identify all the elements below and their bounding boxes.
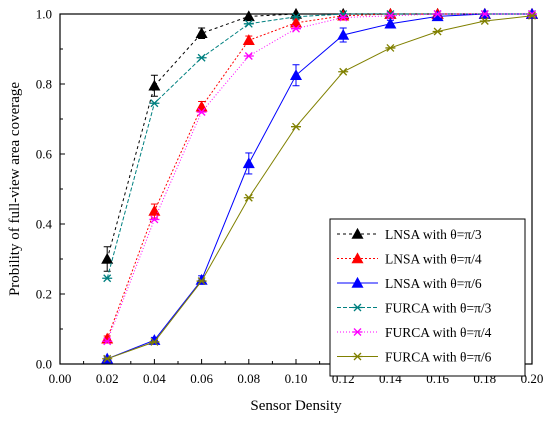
data-point (102, 337, 113, 346)
data-point (102, 274, 113, 283)
x-tick-label: 0.10 (285, 371, 308, 386)
series-line (106, 13, 532, 342)
data-point (289, 16, 303, 28)
legend-label: FURCA with θ=π/4 (385, 325, 492, 340)
x-tick-label: 0.02 (96, 371, 119, 386)
data-point (291, 12, 301, 21)
data-point (149, 99, 160, 108)
y-tick-label: 0.4 (36, 217, 53, 232)
data-point (148, 79, 161, 91)
x-tick-label: 0.00 (49, 371, 72, 386)
data-point (432, 10, 443, 18)
series-layer (101, 7, 539, 364)
data-point (352, 328, 363, 336)
legend-label: FURCA with θ=π/3 (385, 301, 492, 316)
data-point (243, 193, 254, 202)
data-point (243, 19, 254, 28)
legend-entry: FURCA with θ=π/6 (337, 350, 492, 365)
legend-label: LNSA with θ=π/3 (385, 227, 482, 242)
series-line (106, 13, 532, 279)
data-point (352, 352, 363, 361)
y-tick-label: 0.0 (36, 357, 52, 372)
data-point (101, 252, 114, 264)
data-point (384, 17, 397, 29)
data-point (102, 354, 113, 363)
y-tick-label: 0.8 (36, 77, 52, 92)
y-tick-label: 0.2 (36, 287, 52, 302)
legend-entry: LNSA with θ=π/6 (337, 276, 482, 291)
data-point (196, 277, 207, 286)
data-point (242, 34, 255, 45)
data-point (242, 10, 255, 22)
data-point (479, 17, 490, 25)
legend-box (329, 218, 526, 377)
data-point (291, 24, 301, 33)
data-point (149, 337, 160, 346)
legend-label: LNSA with θ=π/6 (385, 276, 482, 291)
series-line (107, 13, 532, 360)
x-tick-label: 0.20 (521, 371, 544, 386)
data-point (351, 227, 364, 239)
x-axis-title: Sensor Density (250, 398, 342, 414)
legend-entry: LNSA with θ=π/3 (337, 227, 482, 242)
data-point (149, 215, 160, 224)
y-axis: 0.0 0.2 0.4 0.6 0.8 1.0 (36, 7, 65, 372)
data-point (291, 122, 301, 131)
data-point (242, 157, 255, 169)
data-point (148, 204, 161, 216)
data-point (479, 10, 490, 18)
data-point (432, 27, 443, 36)
legend-entry: LNSA with θ=π/4 (337, 252, 482, 267)
legend: LNSA with θ=π/3 LNSA with θ=π/4 LNSA with … (329, 218, 526, 377)
x-tick-label: 0.04 (143, 371, 166, 386)
legend-entry: FURCA with θ=π/4 (337, 325, 492, 340)
series-5 (102, 10, 537, 346)
data-point (195, 273, 208, 285)
data-point (351, 252, 364, 264)
data-point (351, 276, 364, 288)
legend-label: LNSA with θ=π/4 (385, 252, 482, 267)
data-point (289, 69, 303, 80)
y-tick-label: 0.6 (36, 147, 53, 162)
data-point (352, 303, 363, 312)
legend-entry: FURCA with θ=π/3 (337, 301, 492, 316)
data-point (195, 27, 208, 38)
data-point (196, 53, 207, 62)
data-point (338, 13, 349, 22)
legend-label: FURCA with θ=π/6 (385, 350, 492, 365)
data-point (196, 108, 207, 116)
x-tick-label: 0.06 (190, 371, 213, 386)
data-point (385, 43, 396, 52)
data-point (243, 52, 254, 60)
data-point (527, 11, 537, 20)
series-6 (102, 11, 537, 363)
y-axis-title: Probility of full-view area coverage (7, 82, 23, 296)
data-point (385, 11, 396, 20)
y-tick-label: 1.0 (36, 7, 52, 22)
data-point (337, 28, 350, 40)
series-line (107, 15, 533, 360)
data-point (338, 67, 349, 76)
x-tick-label: 0.08 (237, 371, 260, 386)
